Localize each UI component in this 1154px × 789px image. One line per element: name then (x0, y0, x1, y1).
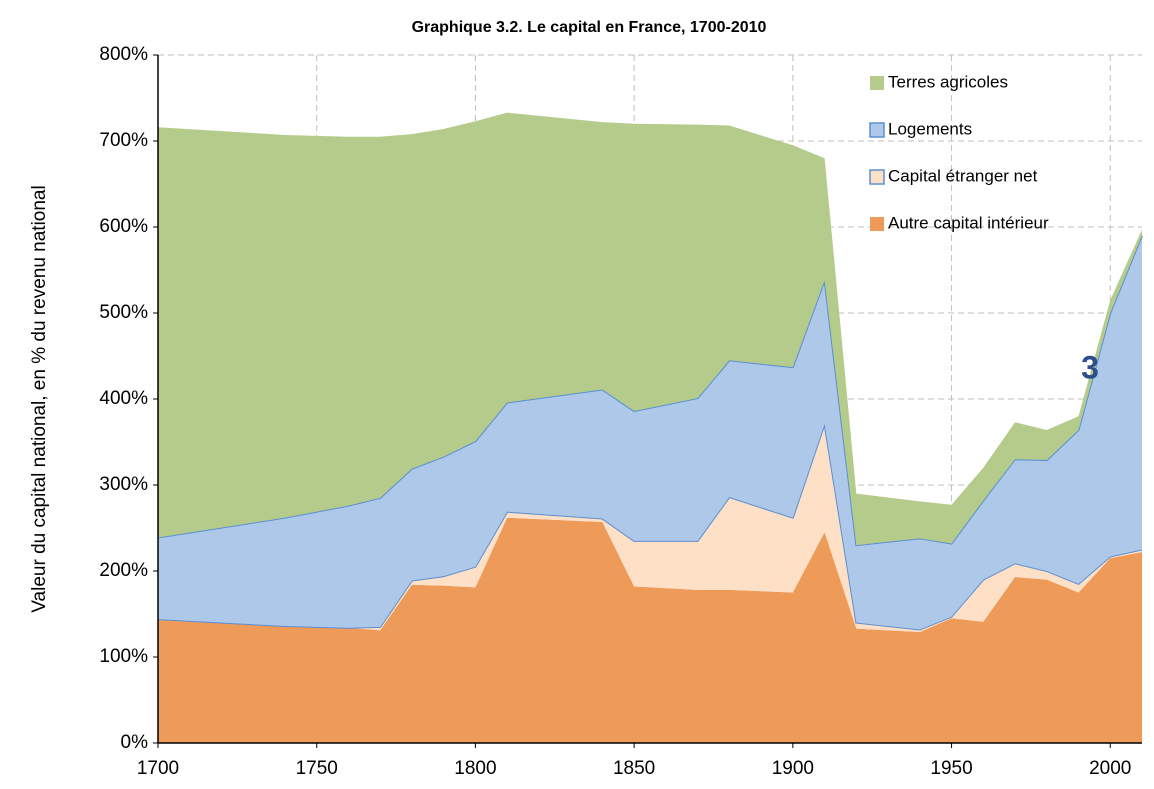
x-tick-label: 1800 (454, 758, 496, 779)
legend-swatch (870, 76, 884, 90)
legend-label: Terres agricoles (888, 72, 1008, 91)
legend-swatch (869, 169, 885, 185)
y-tick-label: 400% (99, 388, 148, 409)
x-tick-label: 2000 (1089, 758, 1131, 779)
y-axis-label: Valeur du capital national, en % du reve… (29, 185, 50, 612)
legend-swatch (870, 217, 884, 231)
y-tick-label: 300% (99, 474, 148, 495)
y-tick-label: 800% (99, 44, 148, 65)
legend-swatch (869, 122, 885, 138)
axes: 0% 100% 200% 300% 400% 500% 600% 700% 800% 1700 17… (99, 44, 1142, 779)
legend-label: Autre capital intérieur (888, 213, 1049, 232)
annotation: 3 (1081, 349, 1099, 385)
y-tick-label: 500% (99, 302, 148, 323)
legend: Terres agricoles Logements Capital étrange… (869, 72, 1049, 232)
area (158, 112, 1142, 546)
y-tick-label: 700% (99, 130, 148, 151)
x-tick-label: 1850 (613, 758, 655, 779)
area (158, 517, 1142, 743)
chart-title: Graphique 3.2. Le capital en France, 170… (412, 19, 767, 36)
area (158, 235, 1142, 630)
x-tick-label: 1950 (930, 758, 972, 779)
y-tick-label: 200% (99, 560, 148, 581)
y-tick-label: 0% (121, 732, 149, 753)
areas (157, 112, 1143, 743)
x-tick-label: 1700 (137, 758, 179, 779)
x-tick-label: 1750 (296, 758, 338, 779)
x-tick-label: 1900 (772, 758, 814, 779)
y-tick-label: 600% (99, 216, 148, 237)
legend-label: Logements (888, 119, 972, 138)
legend-label: Capital étranger net (888, 166, 1038, 185)
y-tick-label: 100% (99, 646, 148, 667)
